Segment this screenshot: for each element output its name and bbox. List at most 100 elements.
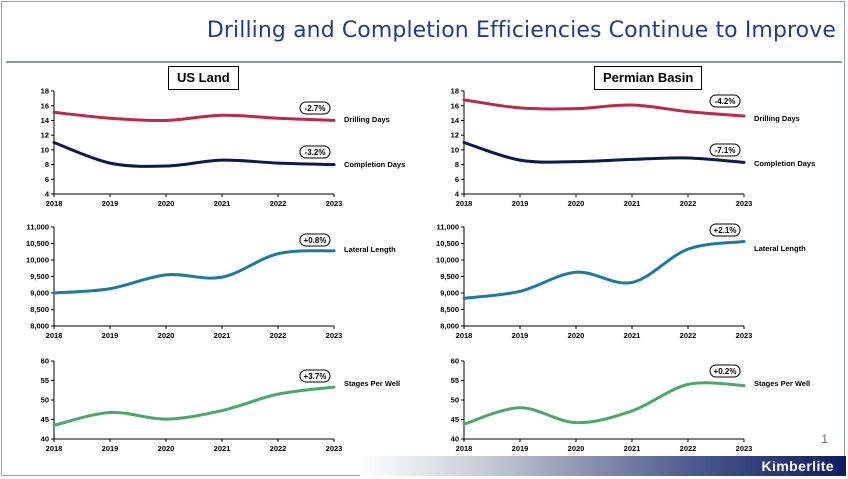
chart2-y-tick-label: 10,500 [26,239,49,248]
chart5-y-tick-label: 55 [451,376,459,385]
chart2-x-tick-label: 2018 [46,331,63,340]
chart3-y-tick-label: 11,000 [436,223,459,232]
chart2-y-tick-label: 11,000 [26,223,49,232]
chart5-y-tick-label: 40 [451,435,459,444]
chart2-change-badge-0 [299,233,331,247]
chart1-series-label-1: Completion Days [754,159,815,168]
chart3-series-label-0: Lateral Length [754,244,806,253]
chart1-change-label-0: -4.2% [715,97,736,106]
chart0-x-tick-label: 2020 [158,199,175,208]
chart0-y-tick-label: 12 [41,131,49,140]
panel-label-permian-basin: Permian Basin [594,66,703,90]
chart0-y-tick-label: 18 [41,87,49,96]
chart0-y-tick-label: 14 [41,116,50,125]
chart0-series-label-0: Drilling Days [344,115,390,124]
chart1-y-tick-label: 4 [455,190,460,199]
chart4-y-tick-label: 50 [41,396,49,405]
chart0-y-tick-label: 6 [45,175,49,184]
brand-logo-text: Kimberlite [761,458,834,474]
panel-label-us-land: US Land [168,66,239,90]
chart3-series-line-0 [462,240,746,300]
chart2-y-tick-label: 8,000 [30,322,49,331]
chart2-y-tick-label: 8,500 [30,305,49,314]
chart0-x-tick-label: 2023 [326,199,343,208]
chart3-x-tick-label: 2020 [568,331,585,340]
chart1-x-tick-label: 2023 [736,199,753,208]
chart5-x-tick-label: 2020 [568,444,585,453]
chart1-x-tick-label: 2018 [456,199,473,208]
chart0-y-tick-label: 4 [45,190,50,199]
chart0-change-badge-0 [299,101,331,115]
chart1-x-tick-label: 2019 [512,199,529,208]
chart0-x-tick-label: 2022 [270,199,287,208]
chart0-y-tick-label: 10 [41,145,49,154]
chart1-y-tick-label: 12 [451,131,459,140]
chart2-x-tick-label: 2019 [102,331,119,340]
chart0-change-label-0: -2.7% [305,104,326,113]
chart5-x-tick-label: 2023 [736,444,753,453]
chart3-x-tick-label: 2023 [736,331,753,340]
chart1-y-tick-label: 16 [451,101,459,110]
chart5-change-label-0: +0.2% [714,367,737,376]
page-number: 1 [821,432,828,446]
chart4-x-tick-label: 2021 [214,444,231,453]
chart3-x-tick-label: 2018 [456,331,473,340]
chart1-y-tick-label: 6 [455,175,459,184]
chart3-y-tick-label: 8,500 [440,305,459,314]
chart2-x-tick-label: 2023 [326,331,343,340]
chart3-x-tick-label: 2022 [680,331,697,340]
chart0-x-tick-label: 2019 [102,199,119,208]
chart0-change-label-1: -3.2% [305,148,326,157]
chart0-x-tick-label: 2021 [214,199,231,208]
chart3-y-tick-label: 10,000 [436,256,459,265]
chart1-change-badge-1 [709,143,741,157]
chart0-series-label-1: Completion Days [344,160,405,169]
chart2-y-tick-label: 9,500 [30,272,49,281]
chart4-series-label-0: Stages Per Well [344,379,400,388]
chart2-y-tick-label: 9,000 [30,289,49,298]
chart3-y-tick-label: 9,000 [440,289,459,298]
chart1-y-tick-label: 8 [455,160,459,169]
chart3-change-badge-0 [709,223,741,237]
chart4-x-tick-label: 2018 [46,444,63,453]
chart4-y-tick-label: 60 [41,357,49,366]
chart3-x-tick-label: 2019 [512,331,529,340]
chart4-y-tick-label: 45 [41,415,49,424]
chart4-change-label-0: +3.7% [304,372,327,381]
chart0-x-tick-label: 2018 [46,199,63,208]
chart5-x-tick-label: 2021 [624,444,641,453]
chart2-x-tick-label: 2022 [270,331,287,340]
chart0-change-badge-1 [299,145,331,159]
chart3-change-label-0: +2.1% [714,226,737,235]
chart1-series-line-1 [462,141,746,164]
chart5-x-tick-label: 2019 [512,444,529,453]
chart0-series-line-0 [52,110,336,123]
chart3-y-tick-label: 9,500 [440,272,459,281]
chart3-y-tick-label: 8,000 [440,322,459,331]
chart1-y-tick-label: 14 [451,116,460,125]
chart1-series-label-0: Drilling Days [754,114,800,123]
chart1-y-tick-label: 10 [451,145,459,154]
chart1-x-tick-label: 2022 [680,199,697,208]
chart5-series-label-0: Stages Per Well [754,379,810,388]
chart4-x-tick-label: 2023 [326,444,343,453]
chart4-y-tick-label: 55 [41,376,49,385]
chart0-y-tick-label: 8 [45,160,49,169]
chart0-y-tick-label: 16 [41,101,49,110]
chart5-y-tick-label: 45 [451,415,459,424]
chart2-series-line-0 [52,249,336,295]
chart1-change-badge-0 [709,94,741,108]
chart4-x-tick-label: 2019 [102,444,119,453]
chart5-x-tick-label: 2022 [680,444,697,453]
chart2-change-label-0: +0.8% [304,236,327,245]
chart4-y-tick-label: 40 [41,435,49,444]
chart5-change-badge-0 [709,364,741,378]
chart5-y-tick-label: 60 [451,357,459,366]
chart1-y-tick-label: 18 [451,87,459,96]
title-divider [6,61,842,63]
chart4-change-badge-0 [299,369,331,383]
chart1-x-tick-label: 2021 [624,199,641,208]
footer-gradient-bar [360,456,846,476]
chart2-x-tick-label: 2020 [158,331,175,340]
